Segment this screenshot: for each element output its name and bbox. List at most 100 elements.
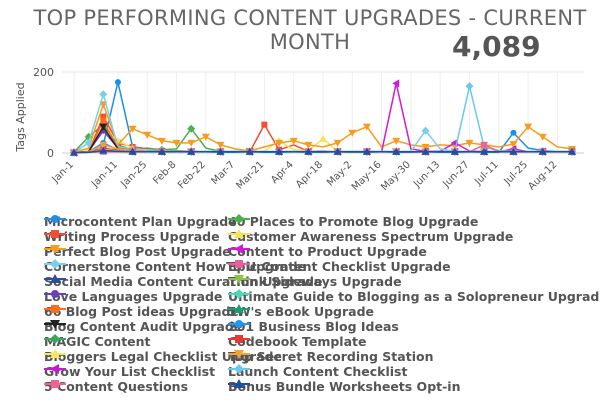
legend-label: Blog Content Audit Upgrade: [44, 319, 243, 334]
legend-marker: [50, 259, 60, 269]
legend-item[interactable]: Social Media Content Curation Upgrade: [44, 273, 322, 290]
legend-item[interactable]: 5 Content Questions: [44, 378, 188, 395]
legend-swatch: [228, 364, 250, 374]
legend-item[interactable]: Bonus Bundle Worksheets Opt-in: [228, 378, 460, 395]
legend-item[interactable]: Ultimate Guide to Blogging as a Solopren…: [228, 288, 600, 305]
data-point: [216, 141, 225, 149]
legend-item[interactable]: Grow Your List Checklist: [44, 363, 215, 380]
chart-grid: [62, 71, 584, 154]
data-point: [187, 139, 196, 147]
data-point: [187, 147, 196, 155]
legend-item[interactable]: 40 Places to Promote Blog Upgrade: [228, 213, 478, 230]
series-path: [73, 149, 572, 154]
legend-label: 66 Blog Post ideas Upgrade: [44, 304, 239, 319]
legend-swatch: [44, 349, 66, 358]
legend-label: Bloggers Legal Checklist Upgrade: [44, 349, 282, 364]
data-point: [304, 147, 313, 155]
x-tick-label: Apr-4: [269, 159, 296, 186]
data-point: [568, 147, 576, 155]
data-point: [509, 147, 518, 155]
legend-marker: [51, 215, 59, 223]
legend-item[interactable]: Perfect Blog Post Upgrade: [44, 243, 231, 260]
x-tick-label: Jan-11: [89, 159, 120, 190]
legend-label: Top Secret Recording Station: [228, 349, 434, 364]
legend-item[interactable]: Blog Content Audit Upgrade: [44, 318, 242, 335]
x-tick-label: May-30: [379, 159, 413, 193]
data-point: [509, 141, 518, 149]
legend-swatch: [228, 214, 250, 224]
legend-marker: [234, 244, 243, 254]
legend-label: 40 Places to Promote Blog Upgrade: [228, 214, 479, 229]
legend-item[interactable]: Codebook Template: [228, 333, 366, 350]
data-point: [421, 126, 430, 135]
chart-title: TOP PERFORMING CONTENT UPGRADES - CURREN…: [30, 6, 590, 54]
x-tick-label: Jun-27: [441, 159, 472, 190]
legend-item[interactable]: Top Secret Recording Station: [228, 348, 433, 365]
legend-marker: [234, 289, 244, 299]
legend-item[interactable]: Think Sideways Upgrade: [228, 273, 402, 290]
legend-marker: [51, 290, 59, 298]
legend-marker: [50, 320, 60, 329]
legend-label: Love Languages Upgrade: [44, 289, 223, 304]
legend-swatch: [44, 215, 66, 223]
data-point: [481, 141, 488, 148]
legend-swatch: [44, 320, 66, 329]
data-point: [128, 125, 137, 133]
legend-item[interactable]: Customer Awareness Spectrum Upgrade: [228, 228, 513, 245]
legend-item[interactable]: Bloggers Legal Checklist Upgrade: [44, 348, 282, 365]
x-tick-label: Mar-7: [210, 159, 238, 187]
legend-item[interactable]: Launch Content Checklist: [228, 363, 407, 380]
total-tags-kpi: 4,089: [452, 30, 541, 63]
legend-item[interactable]: Love Languages Upgrade: [44, 288, 222, 305]
legend-swatch: [228, 260, 250, 268]
legend-item[interactable]: MAGIC Content: [44, 333, 151, 350]
legend-swatch: [228, 379, 250, 388]
legend-item[interactable]: Microcontent Plan Upgrade: [44, 213, 237, 230]
legend-marker: [234, 214, 244, 224]
legend-item[interactable]: 66 Blog Post ideas Upgrade: [44, 303, 239, 320]
legend-label: Microcontent Plan Upgrade: [44, 214, 237, 229]
data-point: [333, 139, 342, 147]
legend-swatch: [228, 244, 250, 254]
data-point: [114, 79, 121, 86]
legend-item[interactable]: Content to Product Upgrade: [228, 243, 427, 260]
legend-marker: [234, 379, 244, 388]
x-tick-label: May-16: [350, 159, 384, 193]
legend-marker: [234, 350, 244, 359]
series-lines: [70, 79, 576, 157]
data-point: [465, 139, 474, 147]
data-point: [304, 141, 313, 149]
legend-marker: [50, 245, 60, 254]
legend-label: Perfect Blog Post Upgrade: [44, 244, 231, 259]
x-tick-label: Jan-25: [118, 159, 149, 190]
chart-title-line1: TOP PERFORMING CONTENT UPGRADES - CURREN…: [33, 6, 587, 30]
data-point: [245, 147, 254, 155]
legend-marker: [234, 229, 244, 238]
data-point: [392, 79, 400, 88]
legend-item[interactable]: 201 Business Blog Ideas: [228, 318, 399, 335]
data-point: [289, 137, 298, 145]
legend-marker: [235, 335, 243, 343]
legend-label: Grow Your List Checklist: [44, 364, 216, 379]
data-point: [99, 141, 108, 149]
data-point: [333, 147, 342, 155]
y-tick-label: 0: [47, 147, 54, 160]
data-point: [157, 147, 166, 155]
y-axis-ticks: 0 200: [33, 66, 54, 160]
legend-swatch: [44, 230, 66, 238]
legend-swatch: [44, 290, 66, 298]
legend-label: Social Media Content Curation Upgrade: [44, 274, 323, 289]
legend-item[interactable]: Writing Process Upgrade: [44, 228, 220, 245]
x-tick-label: Jan-1: [50, 159, 76, 185]
legend-swatch: [228, 320, 250, 328]
data-point: [362, 147, 371, 155]
legend-marker: [51, 380, 59, 388]
legend-label: Bonus Bundle Worksheets Opt-in: [228, 379, 461, 394]
data-point: [143, 131, 152, 139]
legend-item[interactable]: Epic Content Checklist Upgrade: [228, 258, 451, 275]
legend-item[interactable]: 5W's eBook Upgrade: [228, 303, 374, 320]
legend-label: 201 Business Blog Ideas: [228, 319, 399, 334]
legend-swatch: [228, 289, 250, 299]
data-point: [99, 123, 108, 131]
x-tick-label: Feb-22: [176, 159, 208, 191]
